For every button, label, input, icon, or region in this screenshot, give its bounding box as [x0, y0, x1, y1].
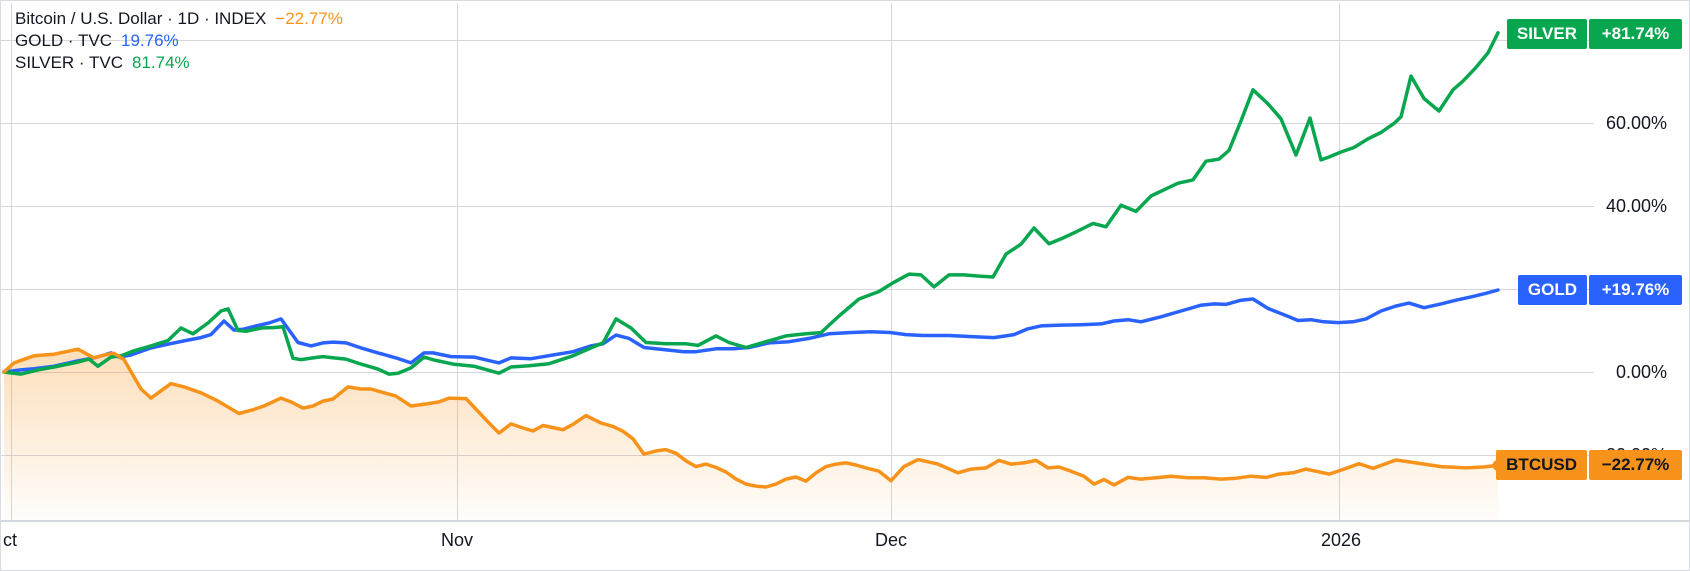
price-tick-60: 60.00% — [1605, 113, 1667, 133]
btcusd-badge-symbol: BTCUSD — [1496, 450, 1587, 480]
legend-value-btcusd: −22.77% — [275, 9, 343, 28]
time-scale[interactable]: ct Nov Dec 2026 — [1, 521, 1689, 570]
silver-badge-symbol: SILVER — [1506, 19, 1587, 49]
time-tick-nov: Nov — [440, 530, 474, 550]
btcusd-price-badge: BTCUSD −22.77% — [1496, 450, 1682, 480]
silver-badge-value: +81.74% — [1589, 19, 1682, 49]
time-tick-dec: Dec — [874, 530, 908, 550]
time-tick-2026: 2026 — [1320, 530, 1362, 550]
legend: Bitcoin / U.S. Dollar · 1D · INDEX −22.77… — [15, 8, 343, 74]
gold-badge-value: +19.76% — [1589, 275, 1682, 305]
legend-title-gold: GOLD · TVC — [15, 31, 112, 50]
legend-value-silver: 81.74% — [132, 53, 190, 72]
legend-row-btcusd[interactable]: Bitcoin / U.S. Dollar · 1D · INDEX −22.77… — [15, 8, 343, 30]
legend-value-gold: 19.76% — [120, 31, 179, 50]
legend-title-btcusd: Bitcoin / U.S. Dollar · 1D · INDEX — [15, 9, 267, 28]
price-tick-40: 40.00% — [1605, 196, 1667, 216]
price-tick-0: 0.00% — [1615, 362, 1667, 382]
legend-row-gold[interactable]: GOLD · TVC 19.76% — [15, 30, 343, 52]
silver-price-badge: SILVER +81.74% — [1506, 19, 1682, 49]
gold-price-badge: GOLD +19.76% — [1517, 275, 1682, 305]
legend-title-silver: SILVER · TVC — [15, 53, 124, 72]
time-tick-oct: ct — [3, 530, 18, 550]
btcusd-badge-value: −22.77% — [1589, 450, 1682, 480]
gold-badge-symbol: GOLD — [1517, 275, 1587, 305]
legend-row-silver[interactable]: SILVER · TVC 81.74% — [15, 52, 343, 74]
